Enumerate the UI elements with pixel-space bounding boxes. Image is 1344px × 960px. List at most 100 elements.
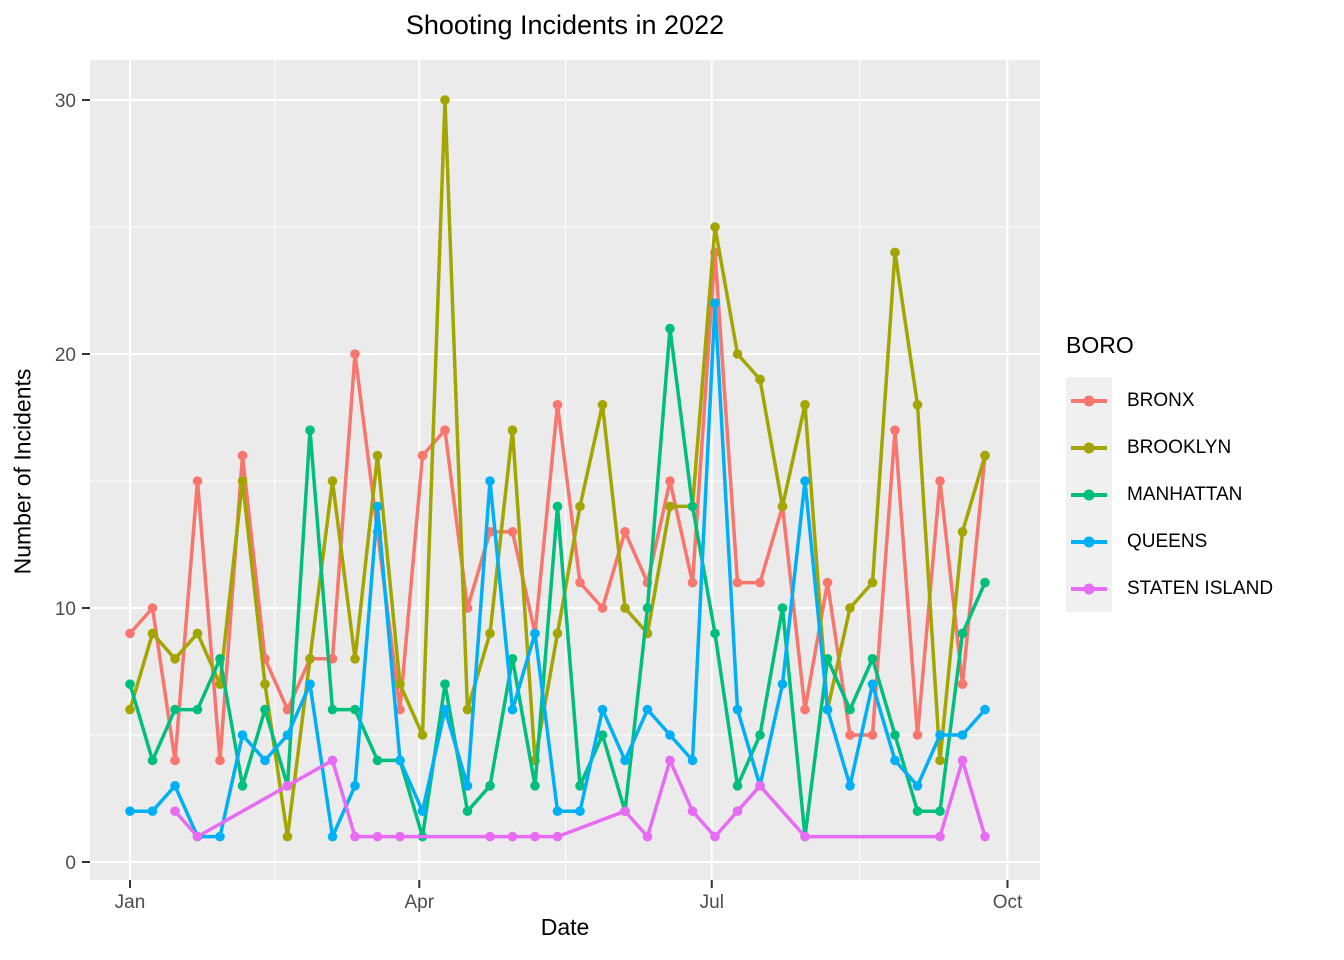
series-point-bronx	[282, 704, 293, 715]
series-point-queens	[642, 704, 653, 715]
series-point-staten-island	[665, 755, 675, 766]
legend-swatch-icon	[1066, 424, 1112, 471]
series-point-queens	[620, 755, 630, 766]
series-point-bronx	[912, 730, 923, 740]
series-point-queens	[417, 806, 428, 816]
legend-swatch-icon	[1066, 518, 1112, 565]
series-point-manhattan	[440, 679, 450, 689]
x-tick-label: Oct	[993, 892, 1023, 913]
series-point-queens	[440, 704, 450, 715]
series-point-bronx	[597, 603, 608, 613]
x-tick-label: Jan	[115, 892, 146, 913]
series-point-manhattan	[192, 704, 203, 715]
series-point-staten-island	[327, 755, 338, 766]
legend-swatch-icon	[1066, 377, 1112, 424]
series-point-bronx	[957, 679, 968, 689]
series-point-staten-island	[755, 781, 765, 791]
series-point-queens	[822, 704, 833, 715]
series-point-manhattan	[980, 577, 990, 588]
legend-item-brooklyn: BROOKLYN	[1066, 424, 1273, 471]
legend: BORO BRONX BROOKLYN MANHATTAN QUEENS STATEN …	[1066, 332, 1273, 612]
series-point-manhattan	[530, 781, 540, 791]
series-point-staten-island	[530, 831, 540, 842]
series-point-brooklyn	[462, 704, 473, 715]
legend-swatch-icon	[1066, 471, 1112, 518]
series-point-manhattan	[867, 654, 878, 664]
legend-label: STATEN ISLAND	[1127, 577, 1274, 599]
series-point-queens	[597, 704, 608, 715]
series-point-manhattan	[237, 781, 248, 791]
series-point-manhattan	[597, 730, 608, 740]
series-point-bronx	[147, 603, 158, 613]
series-point-manhattan	[755, 730, 765, 740]
legend-label: QUEENS	[1127, 530, 1208, 552]
series-point-brooklyn	[867, 577, 878, 588]
series-point-queens	[732, 704, 743, 715]
series-point-manhattan	[327, 704, 338, 715]
series-point-brooklyn	[282, 831, 293, 842]
series-point-manhattan	[125, 679, 135, 689]
series-point-bronx	[867, 730, 878, 740]
series-point-brooklyn	[620, 603, 630, 613]
series-point-bronx	[552, 400, 563, 410]
legend-keys: BRONX BROOKLYN MANHATTAN QUEENS STATEN ISLAN…	[1066, 377, 1273, 612]
legend-label: BRONX	[1127, 389, 1195, 411]
legend-label: BROOKLYN	[1127, 436, 1232, 458]
y-tick-label: 20	[55, 345, 76, 366]
y-tick-label: 10	[55, 599, 76, 620]
series-point-bronx	[170, 755, 180, 766]
series-point-queens	[935, 730, 945, 740]
series-point-brooklyn	[395, 679, 405, 689]
series-point-staten-island	[507, 831, 518, 842]
series-point-brooklyn	[957, 527, 968, 537]
series-point-staten-island	[282, 781, 293, 791]
series-point-brooklyn	[912, 400, 923, 410]
series-point-manhattan	[372, 755, 383, 766]
series-point-staten-island	[552, 831, 563, 842]
series-point-brooklyn	[350, 654, 360, 664]
series-point-queens	[260, 755, 270, 766]
series-point-manhattan	[935, 806, 945, 816]
series-point-manhattan	[575, 781, 585, 791]
series-point-bronx	[192, 476, 203, 486]
series-point-manhattan	[777, 603, 788, 613]
series-point-staten-island	[620, 806, 630, 816]
series-point-brooklyn	[845, 603, 855, 613]
series-point-manhattan	[552, 501, 563, 512]
series-point-manhattan	[957, 628, 968, 639]
series-point-brooklyn	[552, 628, 563, 639]
series-point-manhattan	[350, 704, 360, 715]
series-point-brooklyn	[665, 501, 675, 512]
series-point-manhattan	[215, 654, 225, 664]
series-point-staten-island	[687, 806, 698, 816]
series-point-brooklyn	[237, 476, 248, 486]
series-point-brooklyn	[507, 425, 518, 436]
series-point-queens	[777, 679, 788, 689]
series-point-queens	[125, 806, 135, 816]
series-point-staten-island	[935, 831, 945, 842]
series-point-staten-island	[980, 831, 990, 842]
series-point-bronx	[755, 577, 765, 588]
series-point-queens	[485, 476, 495, 486]
series-point-manhattan	[485, 781, 495, 791]
series-point-staten-island	[732, 806, 743, 816]
series-point-queens	[372, 501, 383, 512]
series-point-manhattan	[170, 704, 180, 715]
y-tick-label: 0	[65, 853, 76, 874]
series-point-brooklyn	[597, 400, 608, 410]
series-point-brooklyn	[732, 349, 743, 359]
series-point-queens	[800, 476, 810, 486]
series-point-manhattan	[665, 323, 675, 334]
series-point-queens	[215, 831, 225, 842]
series-point-queens	[867, 679, 878, 689]
series-point-staten-island	[170, 806, 180, 816]
series-point-manhattan	[462, 806, 473, 816]
legend-title: BORO	[1066, 332, 1134, 358]
series-point-staten-island	[957, 755, 968, 766]
series-point-brooklyn	[260, 679, 270, 689]
series-point-brooklyn	[980, 450, 990, 461]
series-point-queens	[957, 730, 968, 740]
series-point-queens	[575, 806, 585, 816]
series-point-brooklyn	[147, 628, 158, 639]
